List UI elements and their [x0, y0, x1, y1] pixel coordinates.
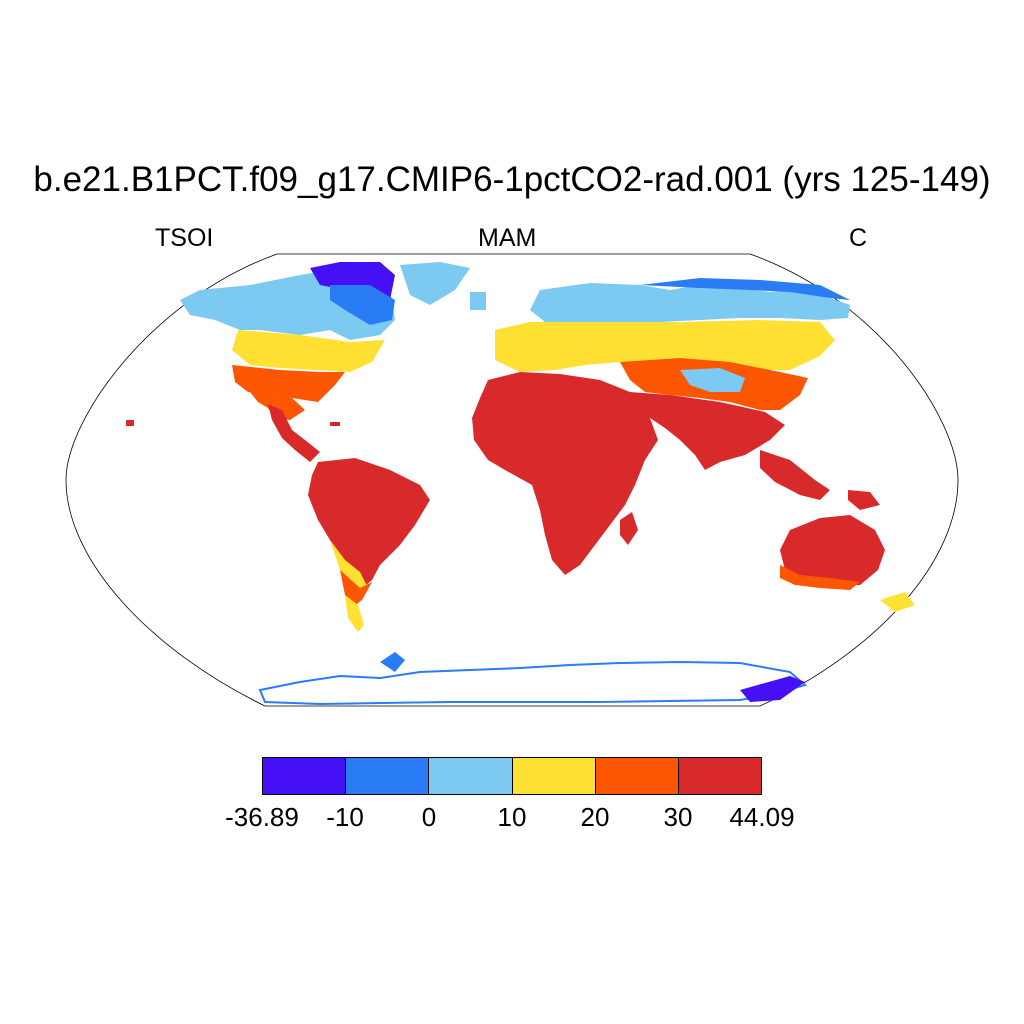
north-america: [180, 262, 470, 462]
colorbar-segment: [595, 758, 679, 794]
map-boundary: [65, 253, 959, 707]
colorbar: [262, 757, 762, 795]
south-america: [308, 458, 430, 632]
antarctica: [258, 652, 808, 706]
plot-title: b.e21.B1PCT.f09_g17.CMIP6-1pctCO2-rad.00…: [33, 160, 991, 199]
colorbar-segment: [263, 758, 347, 794]
variable-label: TSOI: [155, 224, 214, 252]
colorbar-tick-label: 44.09: [729, 802, 795, 832]
season-label: MAM: [478, 224, 537, 252]
island-caribbean: [330, 422, 340, 426]
africa: [472, 372, 658, 575]
asia: [620, 358, 830, 500]
colorbar-tick-label: 10: [497, 802, 527, 832]
colorbar-segment: [512, 758, 596, 794]
colorbar-tick-label: 20: [580, 802, 610, 832]
colorbar-tick-label: 0: [421, 802, 437, 832]
colorbar-segment: [429, 758, 513, 794]
island-hawaii: [126, 420, 134, 426]
colorbar-tick-label: -10: [326, 802, 364, 832]
units-label: C: [849, 224, 868, 252]
colorbar-tick-label: -36.89: [225, 802, 299, 832]
colorbar-segment: [678, 758, 762, 794]
island-uk: [470, 292, 486, 310]
colorbar-tick-label: 30: [663, 802, 693, 832]
australia: [780, 490, 915, 612]
colorbar-labels: -36.89 -10 0 10 20 30 44.09: [0, 802, 1024, 834]
europe: [495, 278, 850, 372]
colorbar-segment: [346, 758, 430, 794]
